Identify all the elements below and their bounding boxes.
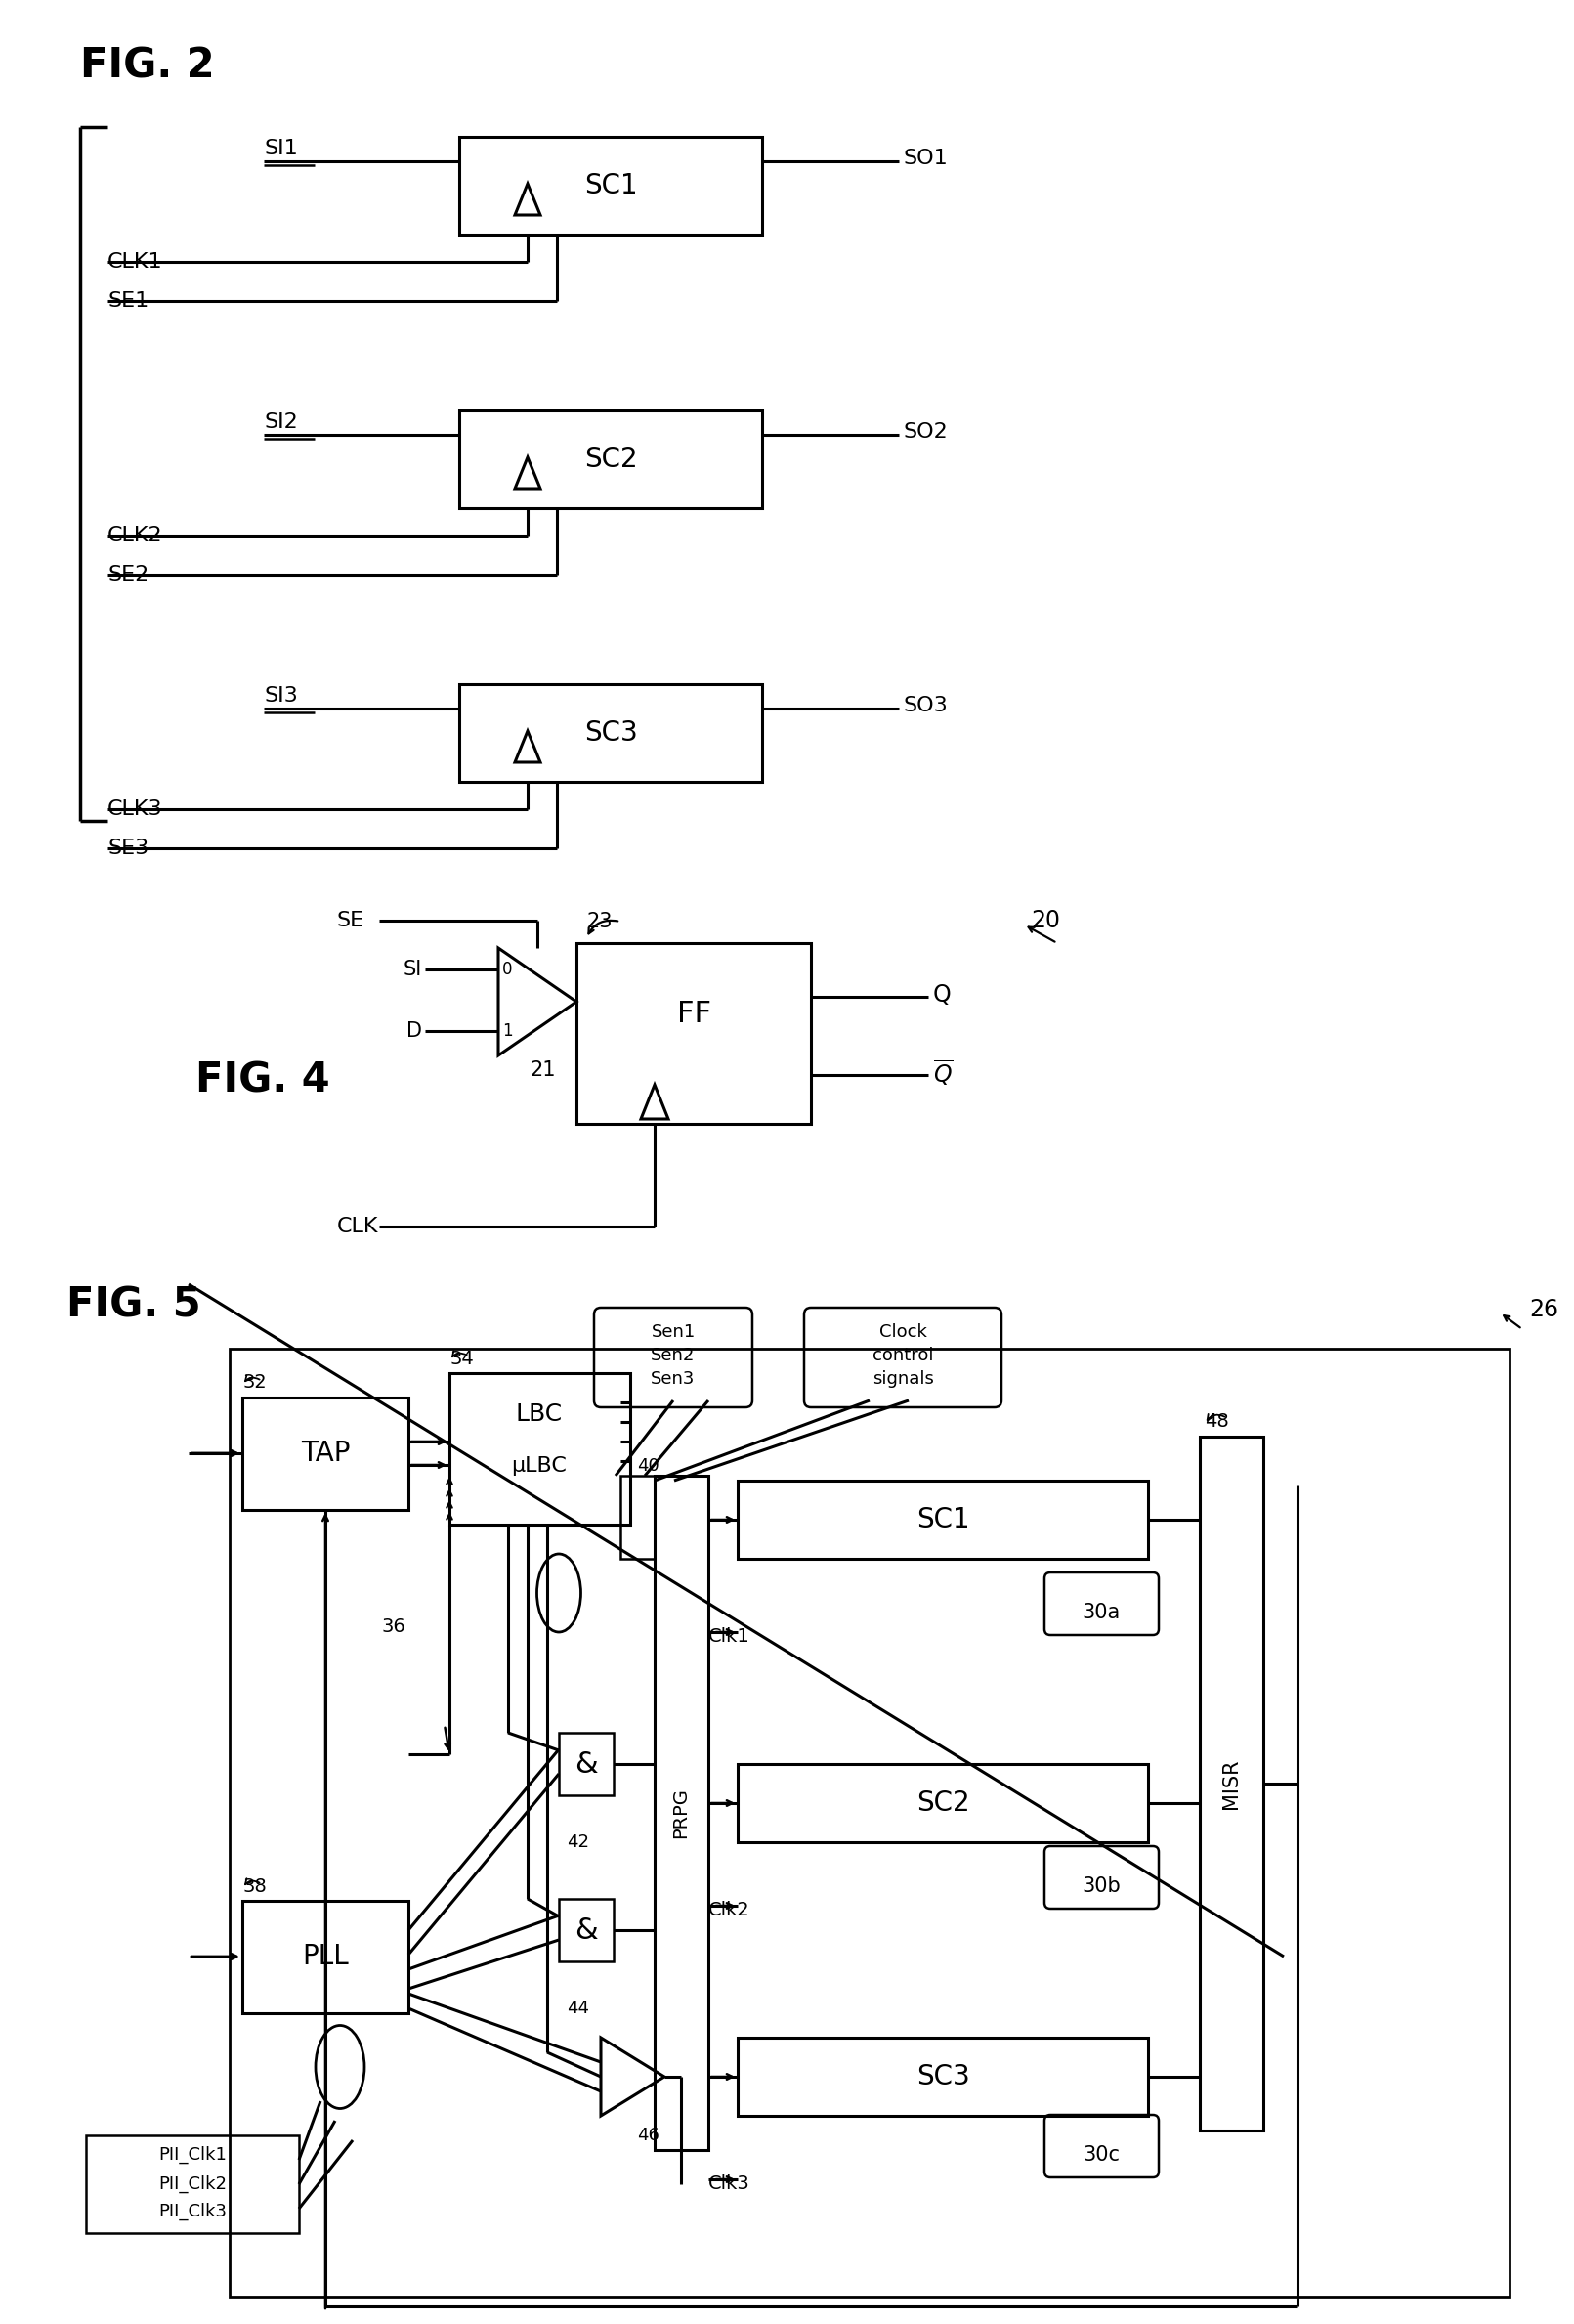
Bar xyxy=(620,1476,655,1559)
Text: SC3: SC3 xyxy=(916,2064,970,2089)
Text: SC3: SC3 xyxy=(584,720,637,746)
Text: 30b: 30b xyxy=(1081,1875,1121,1896)
Text: 21: 21 xyxy=(529,1060,556,1081)
Text: PII_Clk3: PII_Clk3 xyxy=(159,2203,227,2219)
Text: &: & xyxy=(575,1750,598,1778)
Bar xyxy=(460,683,762,781)
Bar xyxy=(242,1397,408,1511)
Bar xyxy=(450,1373,630,1525)
Text: 32: 32 xyxy=(242,1373,266,1392)
Bar xyxy=(738,1764,1147,1843)
Text: CLK3: CLK3 xyxy=(107,799,162,818)
Text: MISR: MISR xyxy=(1221,1759,1240,1808)
Text: Clk3: Clk3 xyxy=(708,2175,751,2194)
Text: signals: signals xyxy=(872,1371,933,1387)
Bar xyxy=(559,1734,614,1794)
Bar xyxy=(576,944,811,1125)
Text: SC2: SC2 xyxy=(916,1789,970,1817)
Text: 20: 20 xyxy=(1031,909,1059,932)
Text: SI3: SI3 xyxy=(264,686,297,706)
Text: Clk2: Clk2 xyxy=(708,1901,751,1920)
Text: CLK: CLK xyxy=(337,1218,379,1236)
Text: SO2: SO2 xyxy=(903,423,949,442)
Text: SE3: SE3 xyxy=(107,839,150,858)
Text: FIG. 4: FIG. 4 xyxy=(195,1060,331,1102)
Text: 26: 26 xyxy=(1528,1297,1558,1322)
Text: SI1: SI1 xyxy=(264,139,297,158)
Text: 42: 42 xyxy=(567,1834,589,1850)
Bar xyxy=(738,1480,1147,1559)
Text: SC2: SC2 xyxy=(584,446,637,474)
Text: μLBC: μLBC xyxy=(512,1457,567,1476)
Text: LBC: LBC xyxy=(516,1401,563,1427)
Text: 36: 36 xyxy=(381,1618,405,1636)
Text: $\overline{Q}$: $\overline{Q}$ xyxy=(933,1057,954,1088)
Text: Clock: Clock xyxy=(878,1322,927,1341)
Text: Clk1: Clk1 xyxy=(708,1627,751,1645)
Text: PII_Clk2: PII_Clk2 xyxy=(159,2175,227,2194)
Text: D: D xyxy=(406,1020,422,1041)
Text: 38: 38 xyxy=(242,1878,266,1896)
Bar xyxy=(242,1901,408,2013)
Text: &: & xyxy=(575,1915,598,1945)
Text: control: control xyxy=(872,1346,933,1364)
Bar xyxy=(230,1348,1509,2296)
Text: 34: 34 xyxy=(450,1350,474,1369)
Text: Sen1: Sen1 xyxy=(652,1322,696,1341)
Text: 30c: 30c xyxy=(1083,2145,1119,2164)
Text: Sen2: Sen2 xyxy=(652,1346,696,1364)
Text: 44: 44 xyxy=(567,1999,589,2017)
Text: FIG. 2: FIG. 2 xyxy=(80,46,214,86)
Bar xyxy=(460,137,762,235)
Text: SC1: SC1 xyxy=(584,172,637,200)
Text: SE: SE xyxy=(337,911,365,930)
Bar xyxy=(655,1476,708,2150)
Text: CLK1: CLK1 xyxy=(107,251,162,272)
Text: PRPG: PRPG xyxy=(672,1787,691,1838)
Text: SE2: SE2 xyxy=(107,565,150,583)
Text: SO3: SO3 xyxy=(903,695,949,716)
Text: FIG. 5: FIG. 5 xyxy=(66,1285,201,1325)
Text: Sen3: Sen3 xyxy=(652,1371,696,1387)
Text: 48: 48 xyxy=(1204,1413,1229,1432)
Text: 0: 0 xyxy=(502,960,513,978)
Bar xyxy=(87,2136,299,2233)
Text: 1: 1 xyxy=(502,1023,513,1039)
Text: PII_Clk1: PII_Clk1 xyxy=(159,2145,227,2164)
Text: SI: SI xyxy=(403,960,422,978)
Text: SO1: SO1 xyxy=(903,149,949,167)
Text: PLL: PLL xyxy=(302,1943,349,1971)
Text: CLK2: CLK2 xyxy=(107,525,162,546)
Bar xyxy=(559,1899,614,1961)
Text: TAP: TAP xyxy=(301,1439,349,1466)
Text: 30a: 30a xyxy=(1081,1604,1121,1622)
Text: 23: 23 xyxy=(586,911,612,932)
Text: Q: Q xyxy=(933,983,951,1006)
Text: 40: 40 xyxy=(637,1457,660,1476)
Text: SI2: SI2 xyxy=(264,411,297,432)
Text: 46: 46 xyxy=(637,2126,660,2145)
Bar xyxy=(1199,1436,1264,2131)
Text: SE1: SE1 xyxy=(107,290,150,311)
Bar xyxy=(460,411,762,509)
Text: SC1: SC1 xyxy=(916,1506,970,1534)
Bar xyxy=(738,2038,1147,2115)
Text: FF: FF xyxy=(677,999,711,1027)
